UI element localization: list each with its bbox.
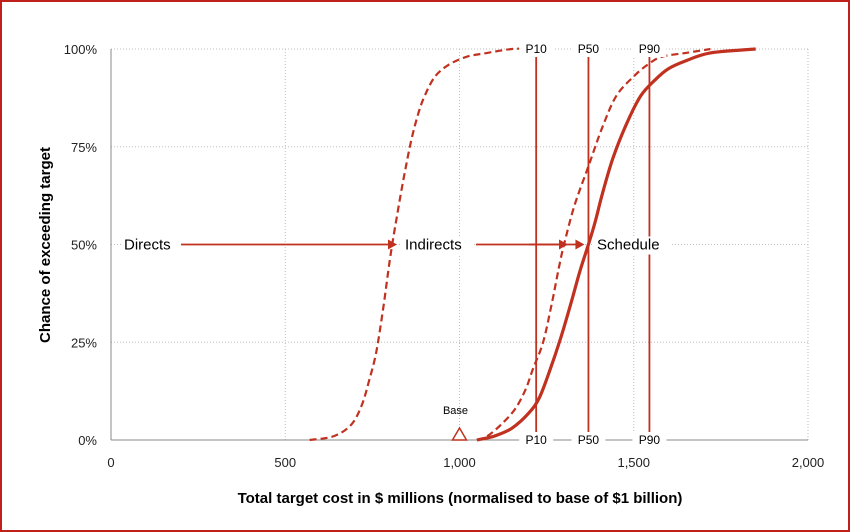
percentile-label-bg xyxy=(571,41,606,57)
schedule-label-bg xyxy=(594,236,672,255)
percentile-label-bg xyxy=(519,41,554,57)
percentile-label: P10 xyxy=(525,42,547,56)
annotations: Directs Indirects Schedule Base xyxy=(121,236,672,441)
y-tick-label: 100% xyxy=(64,42,98,57)
indirects-label-bg xyxy=(402,236,474,255)
x-tick-label: 1,500 xyxy=(617,455,650,470)
x-axis-title: Total target cost in $ millions (normali… xyxy=(238,490,683,507)
x-tick-label: 0 xyxy=(107,455,114,470)
directs-label-bg xyxy=(121,236,181,255)
y-tick-label: 50% xyxy=(71,238,97,253)
percentile-label: P50 xyxy=(578,42,600,56)
schedule-label: Schedule xyxy=(597,237,660,254)
y-axis-title: Chance of exceeding target xyxy=(37,147,54,343)
percentile-label-bg xyxy=(519,432,554,448)
y-tick-label: 0% xyxy=(78,433,97,448)
percentile-label: P10 xyxy=(525,433,547,447)
x-tick-label: 2,000 xyxy=(792,455,825,470)
directs-label: Directs xyxy=(124,237,171,254)
base-marker xyxy=(451,426,468,441)
y-tick-label: 75% xyxy=(71,140,97,155)
indirects-label: Indirects xyxy=(405,237,462,254)
series-line-1 xyxy=(309,47,530,442)
base-label: Base xyxy=(443,405,468,417)
series-line-3 xyxy=(476,47,756,442)
arrow-head xyxy=(575,239,585,250)
percentile-label-bg xyxy=(632,432,667,448)
y-axis-ticks: 0% 25% 50% 75% 100% xyxy=(64,42,98,448)
percentile-label-bg xyxy=(632,41,667,57)
percentile-label-bg xyxy=(571,432,606,448)
y-tick-label: 25% xyxy=(71,335,97,350)
percentile-label: P50 xyxy=(578,433,600,447)
percentile-label: P90 xyxy=(639,433,661,447)
x-axis-ticks: 0 500 1,000 1,500 2,000 xyxy=(107,455,824,470)
arrow-head xyxy=(388,239,397,250)
x-tick-label: 1,000 xyxy=(443,455,476,470)
percentile-label: P90 xyxy=(639,42,661,56)
x-tick-label: 500 xyxy=(274,455,296,470)
